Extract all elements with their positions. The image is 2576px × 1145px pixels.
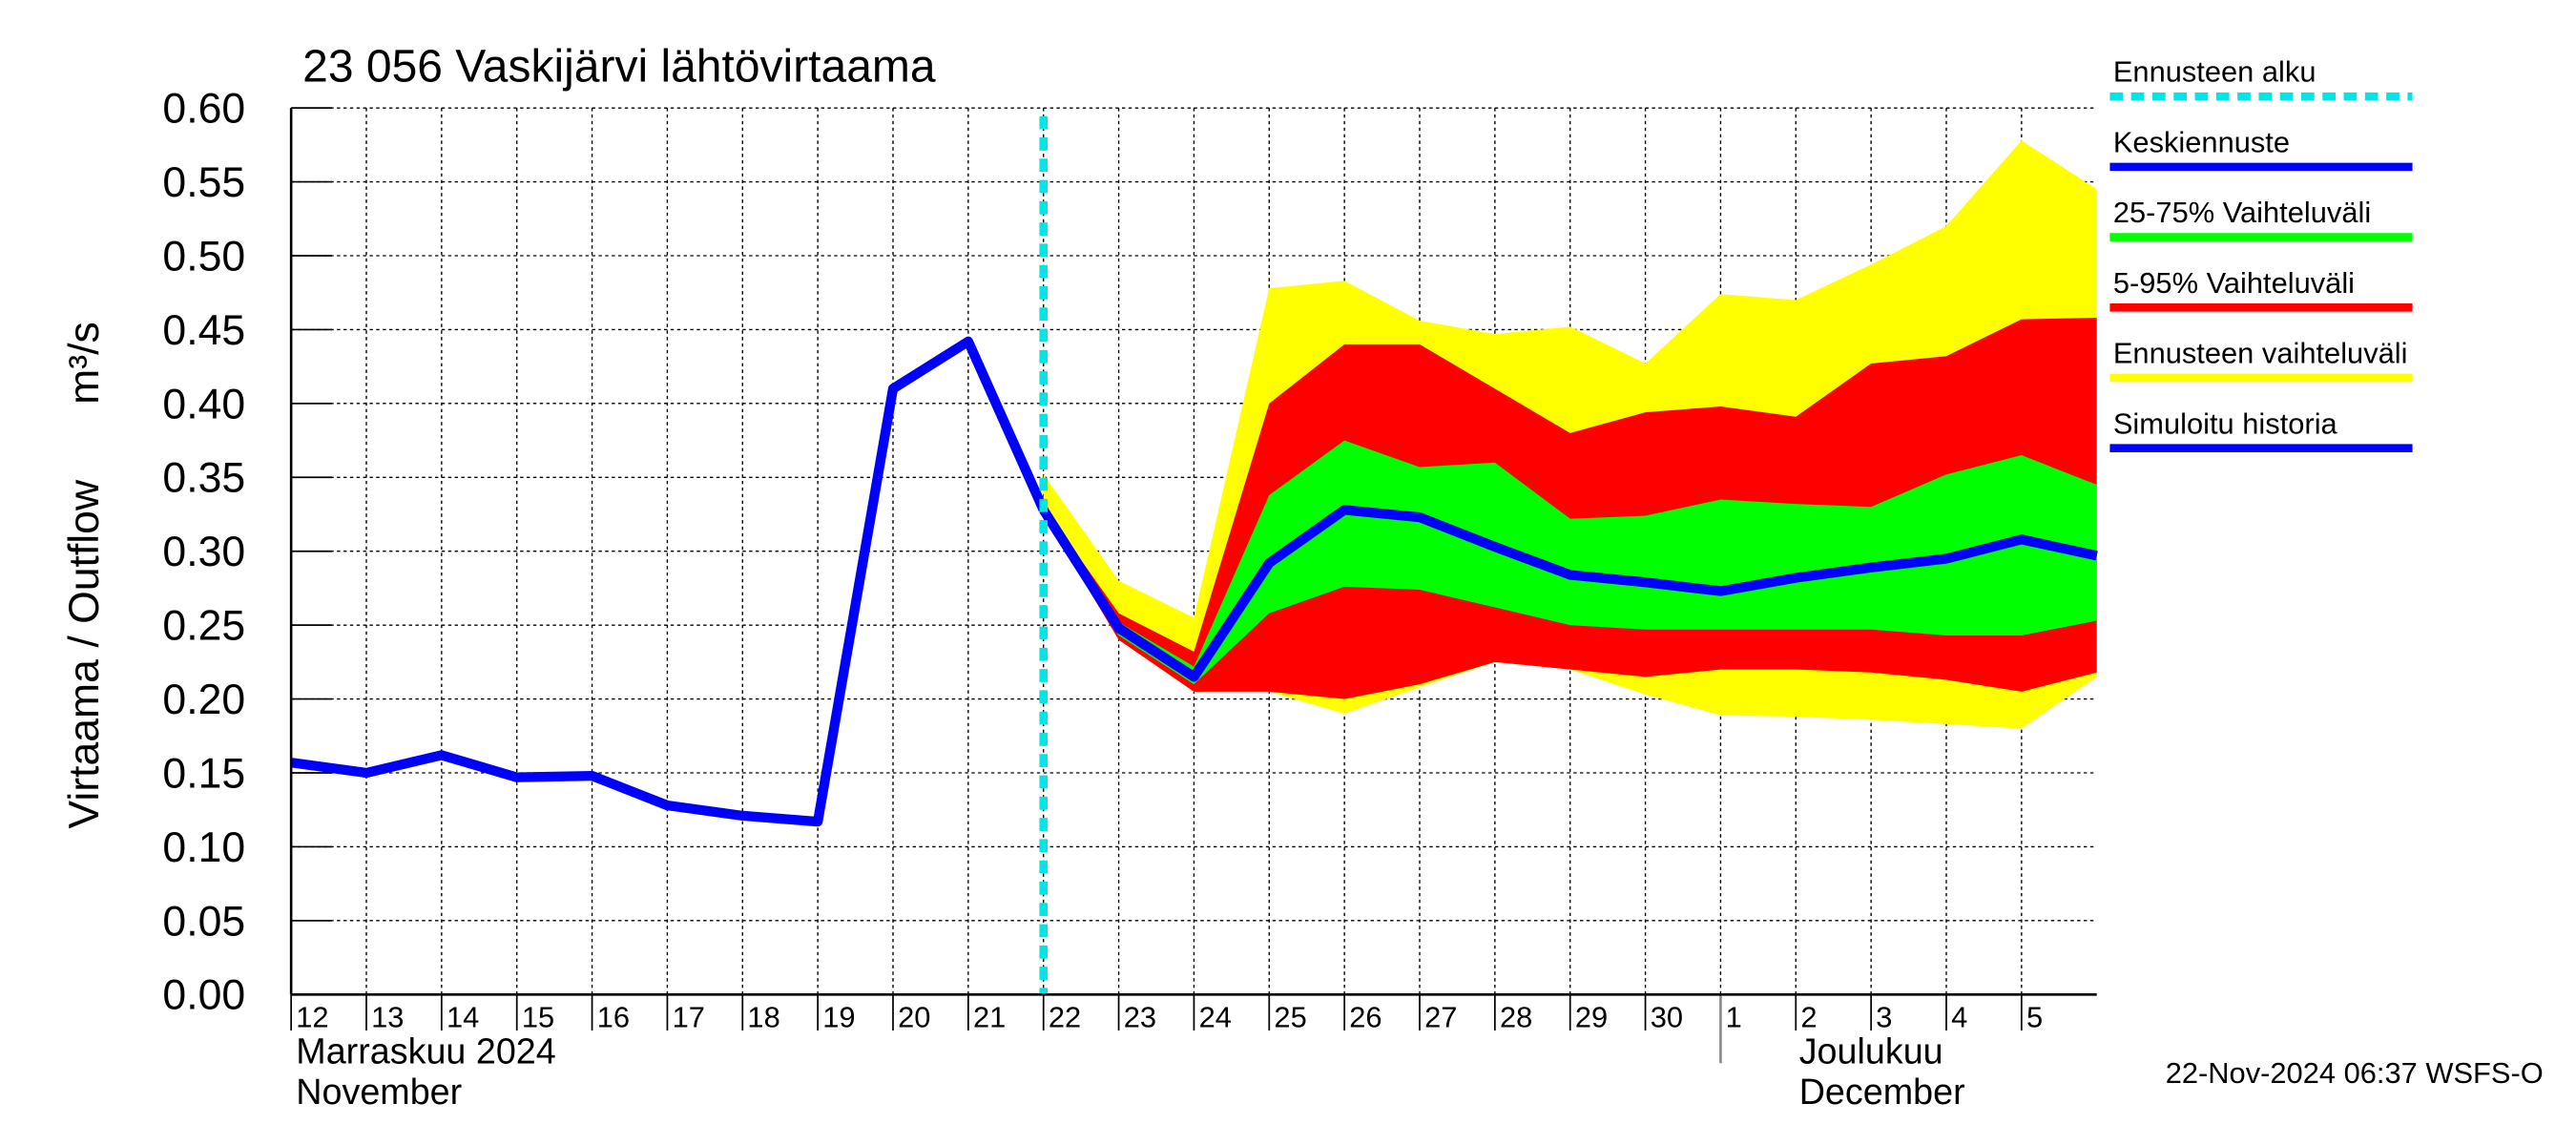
legend-label: Keskiennuste	[2113, 125, 2290, 158]
month-label: November	[296, 1072, 462, 1112]
month-label: Marraskuu 2024	[296, 1030, 555, 1071]
x-tick-label: 25	[1274, 1001, 1306, 1034]
footer: 22-Nov-2024 06:37 WSFS-O	[2166, 1056, 2544, 1090]
legend-label: 5-95% Vaihteluväli	[2113, 266, 2355, 300]
x-tick-label: 5	[2026, 1001, 2043, 1034]
chart-title: 23 056 Vaskijärvi lähtövirtaama	[302, 42, 936, 93]
x-tick-label: 24	[1199, 1001, 1232, 1034]
x-tick-label: 23	[1124, 1001, 1156, 1034]
y-tick-label: 0.05	[162, 898, 245, 945]
y-tick-label: 0.25	[162, 603, 245, 650]
line	[1039, 505, 2098, 682]
y-tick-label: 0.35	[162, 455, 245, 502]
x-tick-label: 20	[898, 1001, 930, 1034]
y-axis-label: Virtaama / Outflow	[61, 479, 108, 829]
x-tick-label: 18	[747, 1001, 779, 1034]
x-tick-label: 17	[673, 1001, 705, 1034]
x-tick-label: 22	[1049, 1001, 1081, 1034]
x-tick-label: 3	[1876, 1001, 1892, 1034]
x-tick-label: 30	[1651, 1001, 1683, 1034]
y-tick-label: 0.00	[162, 972, 245, 1019]
band	[1043, 440, 2097, 685]
legend-label: Simuloitu historia	[2113, 406, 2338, 440]
legend-label: 25-75% Vaihteluväli	[2113, 196, 2371, 229]
x-tick-label: 1	[1726, 1001, 1742, 1034]
y-tick-label: 0.45	[162, 307, 245, 354]
legend-label: Ennusteen vaihteluväli	[2113, 337, 2408, 370]
y-tick-label: 0.15	[162, 750, 245, 797]
x-tick-label: 19	[822, 1001, 855, 1034]
y-tick-label: 0.10	[162, 824, 245, 871]
y-tick-label: 0.20	[162, 677, 245, 723]
y-tick-label: 0.50	[162, 233, 245, 280]
y-tick-label: 0.30	[162, 529, 245, 575]
y-axis-unit: m³/s	[61, 322, 108, 405]
x-tick-label: 13	[371, 1001, 404, 1034]
x-tick-label: 12	[296, 1001, 328, 1034]
x-tick-label: 16	[597, 1001, 630, 1034]
month-label: Joulukuu	[1799, 1030, 1943, 1071]
y-tick-label: 0.55	[162, 159, 245, 206]
x-tick-label: 14	[447, 1001, 479, 1034]
x-tick-label: 26	[1349, 1001, 1381, 1034]
x-tick-label: 2	[1800, 1001, 1817, 1034]
y-tick-label: 0.40	[162, 381, 245, 427]
x-tick-label: 21	[973, 1001, 1006, 1034]
month-label: December	[1799, 1072, 1965, 1112]
x-tick-label: 27	[1424, 1001, 1457, 1034]
x-tick-label: 28	[1500, 1001, 1532, 1034]
y-tick-label: 0.60	[162, 86, 245, 133]
x-tick-label: 4	[1951, 1001, 1967, 1034]
line	[290, 336, 1049, 827]
x-tick-label: 15	[522, 1001, 554, 1034]
x-tick-label: 29	[1575, 1001, 1608, 1034]
legend-label: Ennusteen alku	[2113, 55, 2316, 89]
